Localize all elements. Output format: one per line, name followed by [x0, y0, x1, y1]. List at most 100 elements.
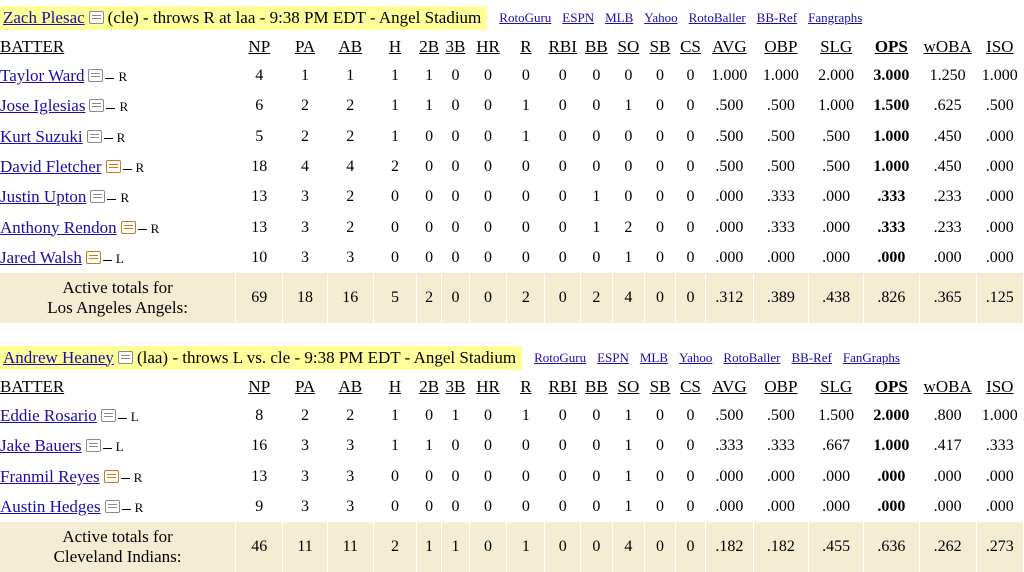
- column-header-3b[interactable]: 3B: [445, 36, 466, 56]
- player-name-link[interactable]: Taylor Ward: [0, 66, 85, 86]
- note-icon[interactable]: [90, 190, 106, 204]
- column-header-r[interactable]: R: [520, 36, 532, 56]
- player-name-link[interactable]: Jose Iglesias: [0, 96, 86, 116]
- player-name-link[interactable]: David Fletcher: [0, 157, 102, 177]
- note-icon[interactable]: [86, 129, 102, 143]
- column-header-hr[interactable]: HR: [476, 36, 500, 56]
- column-header-woba[interactable]: wOBA: [923, 36, 972, 56]
- note-icon[interactable]: [117, 351, 133, 364]
- stat-sb: 0: [655, 67, 664, 85]
- column-header-pa[interactable]: PA: [294, 376, 316, 396]
- player-name-link[interactable]: Austin Hedges: [0, 497, 101, 517]
- link-yahoo[interactable]: Yahoo: [644, 9, 678, 25]
- link-mlb[interactable]: MLB: [605, 9, 634, 25]
- column-header-np[interactable]: NP: [248, 36, 271, 56]
- link-fangraphs[interactable]: Fangraphs: [808, 9, 863, 25]
- column-header-h[interactable]: H: [388, 36, 402, 56]
- column-header-sb[interactable]: SB: [649, 376, 671, 396]
- link-yahoo[interactable]: Yahoo: [679, 349, 713, 365]
- column-header-iso[interactable]: ISO: [986, 36, 1014, 56]
- edit-note-icon[interactable]: [105, 160, 121, 174]
- column-header-avg[interactable]: AVG: [712, 36, 747, 56]
- column-header-np[interactable]: NP: [248, 376, 271, 396]
- column-header-pa[interactable]: PA: [294, 36, 316, 56]
- stat-bb: 0: [592, 437, 601, 455]
- link-rotoguru[interactable]: RotoGuru: [499, 9, 552, 25]
- player-name-link[interactable]: Anthony Rendon: [0, 217, 117, 237]
- column-header-ab[interactable]: AB: [338, 376, 363, 396]
- note-icon[interactable]: [88, 69, 104, 83]
- edit-note-icon[interactable]: [120, 220, 136, 234]
- link-bb-ref[interactable]: BB-Ref: [756, 9, 798, 25]
- pitcher-name-link[interactable]: Zach Plesac: [3, 7, 85, 27]
- totals-label-line2: Cleveland Indians:: [53, 547, 182, 567]
- edit-note-icon[interactable]: [103, 469, 119, 483]
- column-header-ops[interactable]: OPS: [874, 376, 908, 396]
- column-header-slg[interactable]: SLG: [820, 376, 853, 396]
- player-name-link[interactable]: Justin Upton: [0, 187, 87, 207]
- column-header-2b[interactable]: 2B: [419, 376, 440, 396]
- column-header-rbi[interactable]: RBI: [548, 36, 577, 56]
- column-header-so[interactable]: SO: [617, 376, 640, 396]
- tick-mark-icon: [106, 106, 116, 110]
- column-header-bb[interactable]: BB: [585, 36, 608, 56]
- column-header-woba[interactable]: wOBA: [923, 376, 972, 396]
- note-icon[interactable]: [85, 439, 101, 453]
- matchup-header: Andrew Heaney (laa) - throws L vs. cle - …: [0, 345, 1024, 370]
- stat-np: 13: [251, 218, 268, 236]
- stat-avg: .000: [715, 188, 744, 206]
- total-woba: .365: [919, 273, 977, 324]
- total-iso: .273: [976, 522, 1024, 572]
- link-rotoballer[interactable]: RotoBaller: [723, 349, 781, 365]
- player-name-link[interactable]: Kurt Suzuki: [0, 126, 83, 146]
- link-mlb[interactable]: MLB: [639, 349, 669, 365]
- column-header-2b[interactable]: 2B: [419, 36, 440, 56]
- column-header-ab[interactable]: AB: [338, 36, 363, 56]
- column-header-iso[interactable]: ISO: [986, 376, 1014, 396]
- link-espn[interactable]: ESPN: [562, 9, 595, 25]
- column-header-slg[interactable]: SLG: [820, 36, 853, 56]
- link-rotoballer[interactable]: RotoBaller: [688, 9, 746, 25]
- bat-hand: L: [115, 250, 124, 266]
- column-header-obp[interactable]: OBP: [764, 376, 798, 396]
- stat-woba: .233: [933, 218, 962, 236]
- stat-bb: 0: [592, 67, 601, 85]
- column-header-3b[interactable]: 3B: [445, 376, 466, 396]
- column-header-hr[interactable]: HR: [476, 376, 500, 396]
- note-icon[interactable]: [88, 11, 104, 24]
- column-header-avg[interactable]: AVG: [712, 376, 747, 396]
- column-header-cs[interactable]: CS: [680, 376, 701, 396]
- link-rotoguru[interactable]: RotoGuru: [534, 349, 587, 365]
- note-icon[interactable]: [104, 500, 120, 514]
- column-header-batter[interactable]: BATTER: [0, 376, 65, 396]
- column-header-r[interactable]: R: [520, 376, 532, 396]
- link-fangraphs[interactable]: FanGraphs: [842, 349, 900, 365]
- total-r: 2: [506, 273, 546, 324]
- stat-woba: .450: [933, 127, 962, 145]
- player-name-link[interactable]: Eddie Rosario: [0, 406, 97, 426]
- bat-hand: L: [130, 409, 139, 425]
- column-header-sb[interactable]: SB: [649, 36, 671, 56]
- stat-h: 0: [390, 188, 399, 206]
- column-header-rbi[interactable]: RBI: [548, 376, 577, 396]
- stat-2b: 1: [425, 437, 434, 455]
- column-header-obp[interactable]: OBP: [764, 36, 798, 56]
- total-so: 4: [612, 522, 646, 572]
- link-bb-ref[interactable]: BB-Ref: [791, 349, 832, 365]
- column-header-bb[interactable]: BB: [585, 376, 608, 396]
- column-header-so[interactable]: SO: [617, 36, 640, 56]
- column-header-ops[interactable]: OPS: [874, 36, 908, 56]
- note-icon[interactable]: [100, 409, 116, 423]
- column-header-h[interactable]: H: [388, 376, 402, 396]
- column-header-batter[interactable]: BATTER: [0, 36, 65, 56]
- player-name-link[interactable]: Franmil Reyes: [0, 466, 100, 486]
- player-name-link[interactable]: Jared Walsh: [0, 247, 82, 267]
- pitcher-name-link[interactable]: Andrew Heaney: [3, 347, 114, 367]
- column-header-cs[interactable]: CS: [680, 36, 701, 56]
- stat-pa: 3: [301, 218, 310, 236]
- edit-note-icon[interactable]: [85, 250, 101, 264]
- tick-mark-icon: [102, 446, 112, 450]
- player-name-link[interactable]: Jake Bauers: [0, 436, 82, 456]
- link-espn[interactable]: ESPN: [597, 349, 629, 365]
- note-icon[interactable]: [89, 99, 105, 113]
